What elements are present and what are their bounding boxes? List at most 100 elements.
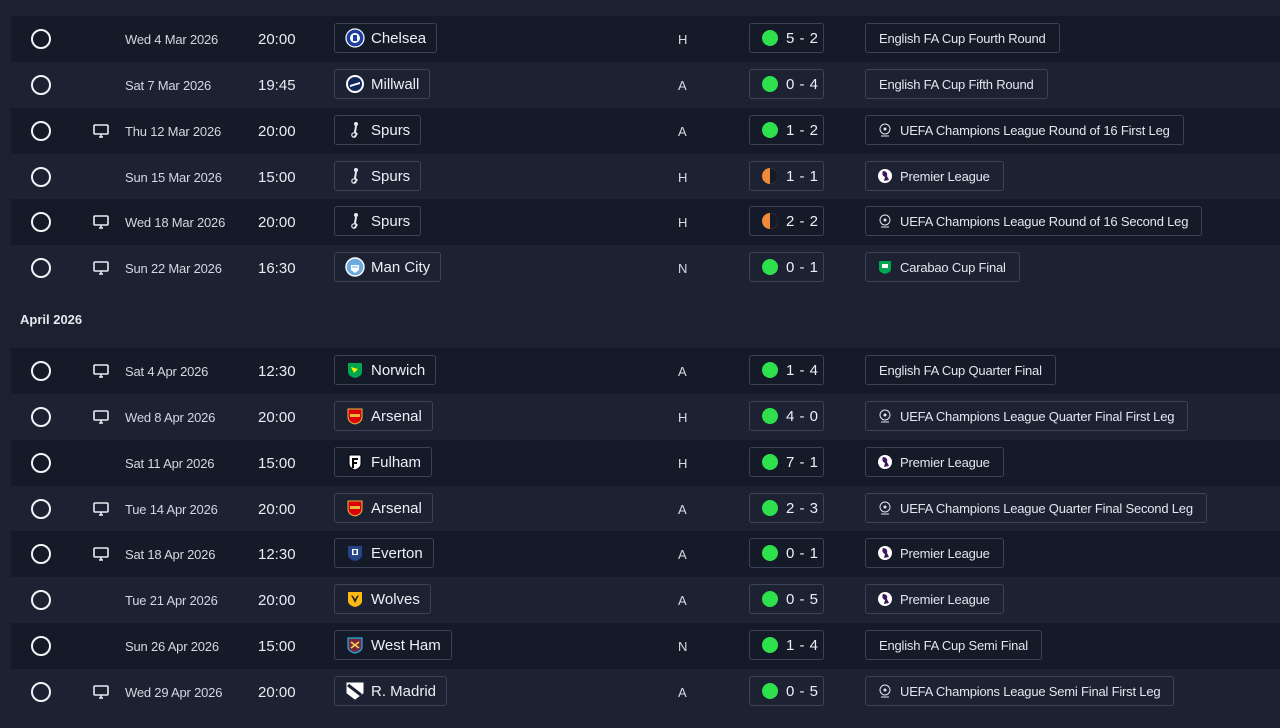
opponent-button[interactable]: Spurs (334, 206, 422, 236)
opponent-button[interactable]: Spurs (334, 161, 422, 191)
win-indicator-icon (762, 500, 778, 516)
score-button[interactable]: 0 - 5 (749, 676, 824, 706)
score-button[interactable]: 1 - 4 (749, 355, 824, 385)
spurs-crest-icon (345, 211, 365, 231)
opponent-button[interactable]: Man City (334, 252, 442, 282)
win-indicator-icon (762, 454, 778, 470)
score-text: 1 - 2 (786, 121, 819, 139)
competition-button[interactable]: English FA Cup Quarter Final (865, 355, 1056, 385)
venue-label: A (678, 123, 687, 139)
fixture-row[interactable]: Sun 22 Mar 2026 16:30 Man City N 0 - 1 Caraba… (11, 245, 1280, 291)
score-text: 0 - 5 (786, 682, 819, 700)
select-circle-icon[interactable] (30, 16, 52, 62)
opponent-button[interactable]: Chelsea (334, 23, 438, 53)
ucl-icon (876, 499, 894, 517)
score-button[interactable]: 1 - 1 (749, 161, 824, 191)
select-circle-icon[interactable] (30, 394, 52, 440)
opponent-button[interactable]: Spurs (334, 115, 422, 145)
select-circle-icon[interactable] (30, 348, 52, 394)
fixture-row[interactable]: Wed 29 Apr 2026 20:00 R. Madrid A 0 - 5 UEFA … (11, 669, 1280, 715)
score-button[interactable]: 0 - 1 (749, 252, 824, 282)
tv-icon (91, 669, 111, 715)
competition-button[interactable]: UEFA Champions League Semi Final First L… (865, 676, 1175, 706)
score-button[interactable]: 1 - 4 (749, 630, 824, 660)
fixture-row[interactable]: Thu 12 Mar 2026 20:00 Spurs A 1 - 2 UEFA Cham… (11, 108, 1280, 154)
competition-button[interactable]: English FA Cup Fourth Round (865, 23, 1060, 53)
fixture-date: Sat 18 Apr 2026 (125, 546, 216, 562)
score-button[interactable]: 2 - 3 (749, 493, 824, 523)
fixture-row[interactable]: Sun 15 Mar 2026 15:00 Spurs H 1 - 1 Premier L… (11, 154, 1280, 200)
select-circle-icon[interactable] (30, 245, 52, 291)
opponent-button[interactable]: Millwall (334, 69, 431, 99)
opponent-button[interactable]: Everton (334, 538, 434, 568)
competition-button[interactable]: Premier League (865, 584, 1004, 614)
score-button[interactable]: 4 - 0 (749, 401, 824, 431)
tv-icon (91, 348, 111, 394)
competition-name: Premier League (900, 168, 990, 184)
competition-button[interactable]: Premier League (865, 161, 1004, 191)
fixture-row[interactable]: Wed 18 Mar 2026 20:00 Spurs H 2 - 2 UEFA Cham… (11, 199, 1280, 245)
everton-crest-icon (345, 543, 365, 563)
competition-button[interactable]: UEFA Champions League Round of 16 First … (865, 115, 1184, 145)
select-circle-icon[interactable] (30, 108, 52, 154)
fixture-date: Thu 12 Mar 2026 (125, 123, 222, 139)
score-button[interactable]: 2 - 2 (749, 206, 824, 236)
competition-button[interactable]: English FA Cup Fifth Round (865, 69, 1048, 99)
score-button[interactable]: 1 - 2 (749, 115, 824, 145)
score-text: 5 - 2 (786, 29, 819, 47)
score-button[interactable]: 7 - 1 (749, 447, 824, 477)
competition-button[interactable]: Premier League (865, 538, 1004, 568)
score-button[interactable]: 0 - 4 (749, 69, 824, 99)
score-button[interactable]: 5 - 2 (749, 23, 824, 53)
select-circle-icon[interactable] (30, 199, 52, 245)
select-circle-icon[interactable] (30, 531, 52, 577)
opponent-name: Arsenal (371, 407, 422, 425)
competition-button[interactable]: UEFA Champions League Round of 16 Second… (865, 206, 1203, 236)
competition-button[interactable]: English FA Cup Semi Final (865, 630, 1042, 660)
fixture-row[interactable]: Sat 11 Apr 2026 15:00 Fulham H 7 - 1 Premier … (11, 440, 1280, 486)
select-circle-icon[interactable] (30, 62, 52, 108)
score-button[interactable]: 0 - 1 (749, 538, 824, 568)
competition-button[interactable]: UEFA Champions League Quarter Final Firs… (865, 401, 1189, 431)
fixture-date: Wed 8 Apr 2026 (125, 409, 216, 425)
draw-indicator-icon (762, 213, 778, 229)
select-circle-icon[interactable] (30, 669, 52, 715)
opponent-button[interactable]: Fulham (334, 447, 433, 477)
fixture-date: Wed 18 Mar 2026 (125, 214, 226, 230)
select-circle-icon[interactable] (30, 486, 52, 532)
competition-button[interactable]: UEFA Champions League Quarter Final Seco… (865, 493, 1207, 523)
arsenal-crest-icon (345, 406, 365, 426)
select-circle-icon[interactable] (30, 440, 52, 486)
venue-label: N (678, 638, 688, 654)
fixture-row[interactable]: Tue 21 Apr 2026 20:00 Wolves A 0 - 5 Premier … (11, 577, 1280, 623)
competition-button[interactable]: Premier League (865, 447, 1004, 477)
spurs-crest-icon (345, 120, 365, 140)
competition-name: UEFA Champions League Round of 16 Second… (900, 213, 1189, 229)
fixture-time: 20:00 (258, 122, 296, 140)
score-text: 0 - 5 (786, 590, 819, 608)
fixture-row[interactable]: Sun 26 Apr 2026 15:00 West Ham N 1 - 4 Englis… (11, 623, 1280, 669)
select-circle-icon[interactable] (30, 577, 52, 623)
fixture-date: Wed 4 Mar 2026 (125, 31, 219, 47)
opponent-button[interactable]: Arsenal (334, 401, 433, 431)
select-circle-icon[interactable] (30, 623, 52, 669)
opponent-button[interactable]: Wolves (334, 584, 431, 614)
fixture-row[interactable]: Sat 18 Apr 2026 12:30 Everton A 0 - 1 Premier… (11, 531, 1280, 577)
win-indicator-icon (762, 591, 778, 607)
fixture-row[interactable]: Tue 14 Apr 2026 20:00 Arsenal A 2 - 3 UEFA Ch… (11, 486, 1280, 532)
fixture-row[interactable]: Sat 4 Apr 2026 12:30 Norwich A 1 - 4 English … (11, 348, 1280, 394)
opponent-name: Fulham (371, 453, 422, 471)
competition-button[interactable]: Carabao Cup Final (865, 252, 1020, 282)
select-circle-icon[interactable] (30, 154, 52, 200)
ucl-icon (876, 212, 894, 230)
premier-league-icon (876, 167, 894, 185)
fixture-row[interactable]: Wed 4 Mar 2026 20:00 Chelsea H 5 - 2 English … (11, 16, 1280, 62)
competition-name: English FA Cup Fifth Round (879, 76, 1034, 92)
opponent-button[interactable]: Arsenal (334, 493, 433, 523)
fixture-row[interactable]: Sat 7 Mar 2026 19:45 Millwall A 0 - 4 English… (11, 62, 1280, 108)
opponent-button[interactable]: West Ham (334, 630, 452, 660)
score-button[interactable]: 0 - 5 (749, 584, 824, 614)
opponent-button[interactable]: R. Madrid (334, 676, 448, 706)
fixture-row[interactable]: Wed 8 Apr 2026 20:00 Arsenal H 4 - 0 UEFA Cha… (11, 394, 1280, 440)
opponent-button[interactable]: Norwich (334, 355, 437, 385)
